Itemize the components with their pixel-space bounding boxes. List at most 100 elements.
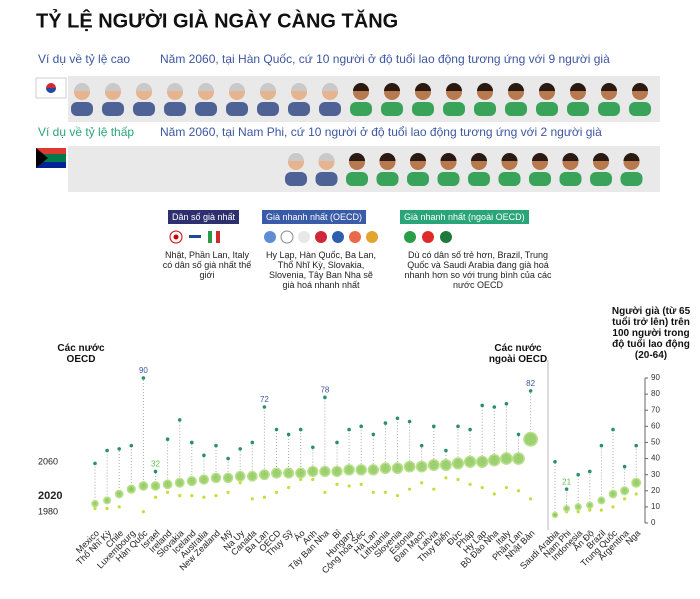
person-hair [288, 153, 304, 161]
person-body [346, 172, 368, 186]
person [468, 153, 490, 186]
person-hair [379, 153, 396, 161]
person [567, 83, 589, 116]
person [257, 83, 279, 116]
bubble-2020 [563, 504, 571, 513]
legend-text: Dù có dân số trẻ hơn, Brazil, Trung Quốc… [404, 250, 552, 290]
person [590, 153, 612, 186]
person-body [226, 102, 248, 116]
person [498, 153, 521, 186]
dot-2060 [492, 405, 497, 409]
dot-2060 [444, 448, 448, 453]
bubble-2020 [488, 453, 501, 467]
person-body [474, 102, 496, 116]
dot-2060 [395, 416, 400, 421]
dot-2060 [371, 432, 376, 437]
dot-1980 [504, 485, 508, 490]
person-hair [601, 83, 617, 91]
bubble-2020 [246, 470, 258, 482]
dot-2060 [576, 472, 580, 477]
person [412, 83, 434, 116]
dot-2060 [226, 456, 230, 461]
person-hair [229, 83, 245, 91]
person [620, 153, 643, 186]
dot-1980 [623, 497, 627, 501]
legend-title: Già nhanh nhất (ngoài OECD) [400, 210, 529, 224]
dot-1980 [576, 510, 580, 514]
bubble-2020 [427, 459, 440, 471]
bubble-2020 [343, 464, 355, 476]
dot-1980 [516, 489, 521, 493]
dot-2060 [456, 424, 460, 429]
bubble-2020 [500, 452, 513, 465]
dot-1980 [599, 508, 604, 512]
bubble-2020 [574, 503, 582, 511]
dot-1980 [408, 487, 412, 491]
bubble-2020 [367, 464, 380, 476]
person-hair [198, 83, 214, 91]
person-hair [446, 83, 462, 91]
person-body [285, 172, 307, 186]
dot-2060 [468, 427, 472, 432]
person-body [498, 172, 521, 186]
bubble-2020 [270, 467, 283, 479]
person-hair [322, 83, 338, 91]
dot-1980 [214, 494, 218, 498]
bubble-2020 [586, 501, 594, 510]
person-body [437, 172, 460, 186]
dot-1980 [274, 490, 279, 494]
dot-1980 [634, 492, 638, 496]
person-hair [477, 83, 493, 91]
dot-2060 [528, 389, 533, 393]
dot-2060 [407, 419, 412, 424]
title: TỶ LỆ NGƯỜI GIÀ NGÀY CÀNG TĂNG [36, 8, 398, 32]
y-tick-label: 70 [651, 405, 660, 414]
bubble-2020 [523, 431, 539, 447]
series-label: 2060 [38, 456, 58, 466]
person-body [505, 102, 527, 116]
bubble-2020 [631, 477, 642, 488]
person-body [412, 102, 434, 116]
person-hair [440, 153, 457, 161]
person-hair [508, 83, 524, 91]
person [195, 83, 217, 116]
person-body [350, 102, 372, 116]
dot-2060 [190, 440, 194, 445]
person [226, 83, 248, 116]
example-text: Năm 2060, tại Hàn Quốc, cứ 10 người ở độ… [160, 52, 610, 66]
person-body [620, 172, 643, 186]
person-hair [623, 153, 640, 161]
person [437, 153, 460, 186]
dot-1980 [141, 510, 145, 514]
dot-2060 [141, 376, 146, 380]
bubble-2020 [295, 467, 307, 479]
person [407, 153, 429, 186]
dot-1980 [371, 490, 375, 494]
dot-2060 [359, 424, 364, 429]
y-tick-label: 10 [651, 502, 660, 511]
person-hair [353, 83, 369, 91]
bubble-2020 [91, 499, 99, 508]
person [598, 83, 620, 116]
person-hair [415, 83, 431, 91]
dot-1980 [299, 477, 303, 482]
dot-1980 [432, 487, 436, 491]
person [536, 83, 558, 116]
dot-2060 [432, 424, 436, 429]
y-tick-label: 40 [651, 454, 660, 463]
dot-2060 [335, 440, 339, 445]
bubble-2020 [198, 474, 210, 485]
dot-1980 [190, 494, 194, 498]
person-hair [136, 83, 152, 91]
person [71, 83, 93, 116]
person-body [315, 172, 338, 186]
person [381, 83, 403, 116]
person [474, 83, 496, 116]
dot-1980 [588, 508, 592, 512]
person-body [319, 102, 341, 116]
dot-2060 [250, 440, 255, 445]
dot-2060 [129, 443, 134, 448]
dot-2060 [323, 395, 327, 400]
value-label: 90 [139, 366, 148, 375]
